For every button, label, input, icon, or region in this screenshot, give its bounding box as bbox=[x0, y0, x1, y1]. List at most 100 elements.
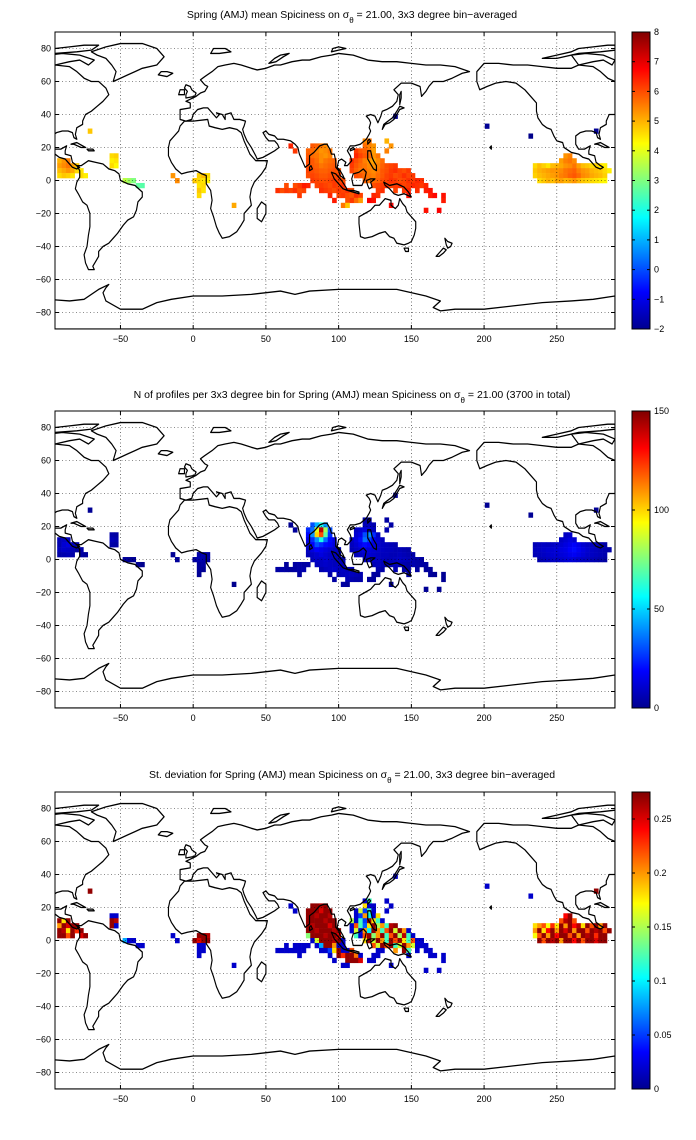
data-cell bbox=[310, 928, 315, 934]
data-cell bbox=[349, 163, 355, 169]
data-cell bbox=[537, 178, 542, 184]
data-cell bbox=[74, 168, 80, 174]
colorbar-tick-label: 0.05 bbox=[654, 1030, 672, 1040]
data-cell bbox=[332, 576, 337, 583]
data-cell bbox=[545, 163, 551, 169]
data-cell bbox=[353, 148, 359, 154]
data-cell bbox=[310, 542, 315, 548]
data-cell bbox=[593, 507, 599, 513]
data-cell bbox=[537, 173, 542, 179]
data-cell bbox=[323, 547, 329, 553]
data-cell bbox=[70, 163, 75, 169]
data-cell bbox=[83, 552, 89, 558]
data-cell bbox=[323, 542, 329, 548]
data-cell bbox=[598, 557, 603, 563]
colorbar-tick-label: 0.2 bbox=[654, 868, 667, 878]
data-cell bbox=[602, 933, 608, 939]
data-cell bbox=[323, 918, 329, 924]
data-cell bbox=[393, 566, 398, 573]
colorbar-tick-label: 7 bbox=[654, 57, 659, 67]
data-cell bbox=[436, 967, 442, 973]
data-cell bbox=[314, 173, 320, 179]
data-cell bbox=[572, 557, 577, 563]
data-cell bbox=[375, 942, 381, 949]
chart-title-main: N of profiles per 3x3 degree bin for Spr… bbox=[134, 389, 461, 401]
data-cell bbox=[371, 197, 377, 204]
data-cell bbox=[353, 918, 359, 924]
data-cell bbox=[367, 517, 372, 523]
data-cell bbox=[585, 173, 590, 179]
data-cell bbox=[367, 957, 372, 964]
data-cell bbox=[362, 908, 368, 914]
chart-title-rest: = 21.00 (3700 in total) bbox=[465, 389, 570, 401]
y-tick-label: −40 bbox=[36, 242, 51, 252]
data-cell bbox=[353, 537, 359, 543]
data-cell bbox=[353, 547, 359, 553]
data-cell bbox=[532, 552, 538, 558]
data-cell bbox=[314, 522, 320, 528]
data-cell bbox=[559, 557, 564, 563]
data-cell bbox=[375, 163, 381, 169]
data-cell bbox=[585, 547, 590, 553]
data-cell bbox=[423, 182, 429, 189]
data-cell bbox=[327, 933, 333, 939]
data-cell bbox=[567, 168, 573, 174]
data-cell bbox=[554, 178, 560, 184]
data-cell bbox=[567, 542, 573, 548]
data-cell bbox=[393, 938, 398, 944]
data-cell bbox=[593, 933, 599, 939]
data-cell bbox=[393, 933, 398, 939]
data-cell bbox=[358, 918, 363, 924]
data-cell bbox=[375, 153, 381, 159]
data-cell bbox=[57, 537, 62, 543]
data-cell bbox=[323, 913, 329, 919]
data-cell bbox=[327, 182, 333, 189]
data-cell bbox=[336, 182, 342, 189]
chart-title-subscript: θ bbox=[461, 396, 466, 405]
data-cell bbox=[607, 547, 612, 553]
data-cell bbox=[563, 928, 569, 934]
data-cell bbox=[319, 542, 324, 548]
data-cell bbox=[358, 908, 363, 914]
data-cell bbox=[384, 148, 390, 154]
data-cell bbox=[415, 947, 420, 954]
data-cell bbox=[170, 173, 176, 179]
data-cell bbox=[109, 913, 115, 919]
colorbar-tick-label: 0 bbox=[654, 265, 659, 275]
data-cell bbox=[336, 952, 342, 959]
data-cell bbox=[580, 178, 586, 184]
data-cell bbox=[397, 938, 403, 944]
data-cell bbox=[576, 173, 582, 179]
data-cell bbox=[57, 923, 62, 929]
data-cell bbox=[353, 168, 359, 174]
data-cell bbox=[563, 913, 569, 919]
data-cell bbox=[284, 182, 289, 189]
data-cell bbox=[332, 163, 337, 169]
data-cell bbox=[375, 182, 381, 189]
data-cell bbox=[371, 571, 377, 578]
data-cell bbox=[380, 537, 385, 543]
data-cell bbox=[305, 913, 311, 919]
data-cell bbox=[292, 187, 298, 194]
data-cell bbox=[367, 143, 372, 149]
data-cell bbox=[279, 566, 285, 573]
data-cell bbox=[572, 537, 577, 543]
data-cell bbox=[532, 547, 538, 553]
data-cell bbox=[541, 938, 547, 944]
data-cell bbox=[367, 138, 372, 144]
data-cell bbox=[367, 552, 372, 558]
y-tick-label: 20 bbox=[41, 903, 51, 913]
data-cell bbox=[410, 933, 416, 939]
data-cell bbox=[589, 178, 595, 184]
data-cell bbox=[371, 957, 377, 964]
map-area bbox=[55, 802, 615, 1089]
x-tick-label: 100 bbox=[331, 713, 346, 723]
data-cell bbox=[319, 913, 324, 919]
data-cell bbox=[362, 148, 368, 154]
data-cell bbox=[288, 522, 294, 528]
data-cell bbox=[388, 547, 394, 553]
data-cell bbox=[319, 933, 324, 939]
data-cell bbox=[550, 547, 555, 553]
data-cell bbox=[61, 933, 67, 939]
x-tick-label: 100 bbox=[331, 334, 346, 344]
